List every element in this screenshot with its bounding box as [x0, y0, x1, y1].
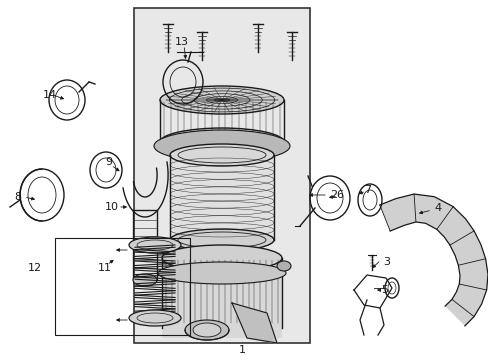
Bar — [134, 8, 309, 343]
Bar — [162, 258, 282, 338]
Ellipse shape — [184, 320, 228, 340]
Text: 12: 12 — [28, 263, 42, 273]
Polygon shape — [379, 194, 487, 326]
Ellipse shape — [170, 144, 273, 166]
Ellipse shape — [276, 261, 290, 271]
Text: 14: 14 — [43, 90, 57, 100]
Text: 9: 9 — [105, 157, 112, 167]
Text: 4: 4 — [433, 203, 441, 213]
Text: 10: 10 — [105, 202, 119, 212]
Ellipse shape — [129, 310, 181, 326]
Text: 5: 5 — [381, 285, 387, 295]
Ellipse shape — [160, 128, 284, 156]
Text: 11: 11 — [98, 263, 112, 273]
Text: 1: 1 — [238, 345, 245, 355]
Ellipse shape — [158, 262, 285, 284]
Bar — [55, 238, 190, 335]
Bar — [170, 155, 273, 240]
Ellipse shape — [160, 86, 284, 114]
Ellipse shape — [129, 237, 181, 253]
Text: 6: 6 — [336, 190, 343, 200]
Text: 2: 2 — [330, 190, 337, 200]
Polygon shape — [231, 303, 276, 343]
Text: 13: 13 — [175, 37, 189, 47]
Text: 8: 8 — [15, 192, 21, 202]
Text: 7: 7 — [364, 185, 371, 195]
Ellipse shape — [170, 229, 273, 251]
Ellipse shape — [133, 274, 157, 286]
Ellipse shape — [193, 323, 221, 337]
Ellipse shape — [154, 130, 289, 162]
Ellipse shape — [162, 245, 282, 271]
Text: 3: 3 — [383, 257, 390, 267]
